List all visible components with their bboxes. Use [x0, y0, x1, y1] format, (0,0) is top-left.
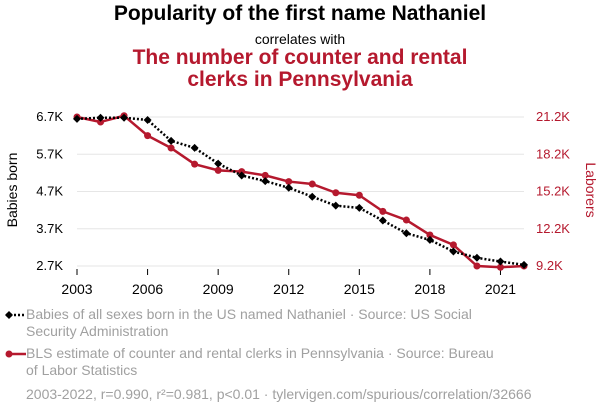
- footer-stats: 2003-2022, r=0.990, r²=0.981, p<0.01 · t…: [26, 386, 532, 402]
- grid-lines: [77, 116, 524, 267]
- series1-point: [143, 115, 152, 124]
- series1-point: [425, 235, 434, 244]
- right-axis-label: Laborers: [583, 162, 599, 217]
- series1-point: [73, 114, 81, 123]
- x-axis-tick-label: 2018: [414, 281, 445, 297]
- series2-point: [496, 263, 504, 271]
- series2-point: [355, 191, 363, 199]
- x-axis-tick-label: 2021: [485, 281, 516, 297]
- series2-point: [332, 189, 340, 197]
- series2-point: [167, 144, 175, 152]
- series2-point: [261, 171, 269, 179]
- chart-connector-text: correlates with: [254, 31, 346, 47]
- left-axis-label: Babies born: [4, 153, 20, 228]
- series1-point: [190, 143, 199, 152]
- series2-point: [285, 178, 293, 186]
- legend-marker-series2: [5, 350, 26, 358]
- series1-point: [472, 253, 481, 262]
- right-axis-tick-label: 18.2K: [536, 146, 570, 161]
- x-axis-tick-label: 2006: [132, 281, 163, 297]
- left-axis-ticks: 6.7K 5.7K 4.7K 3.7K 2.7K: [36, 109, 63, 273]
- series2-point: [379, 207, 387, 215]
- series2-point: [426, 231, 434, 239]
- series-lines: [73, 112, 528, 271]
- series1-point: [214, 159, 223, 168]
- series1-point: [167, 136, 176, 145]
- series2-point: [214, 166, 222, 174]
- legend-label-series1-line2: Security Administration: [26, 323, 169, 339]
- right-axis-tick-label: 15.2K: [536, 184, 570, 199]
- x-axis-tick-label: 2009: [203, 281, 234, 297]
- series1-point: [449, 247, 458, 256]
- right-axis-tick-label: 9.2K: [536, 258, 563, 273]
- legend-item-series2: BLS estimate of counter and rental clerk…: [5, 345, 516, 379]
- series1-point: [402, 229, 411, 238]
- x-axis-tick-label: 2015: [344, 281, 375, 297]
- left-axis-tick-label: 6.7K: [36, 109, 63, 124]
- left-axis-tick-label: 3.7K: [36, 221, 63, 236]
- chart-subtitle-line1: The number of counter and rental: [132, 46, 468, 69]
- right-axis-ticks: 21.2K 18.2K 15.2K 12.2K 9.2K: [536, 109, 570, 273]
- chart-subtitle: The number of counter and rental clerks …: [0, 47, 600, 91]
- series1-point: [96, 113, 105, 122]
- chart-title: Popularity of the first name Nathaniel: [113, 2, 487, 25]
- series1-point: [378, 216, 387, 225]
- left-axis-tick-label: 2.7K: [36, 258, 63, 273]
- series2-point: [402, 216, 410, 224]
- series2-point: [449, 241, 457, 249]
- legend-marker-series1: [5, 311, 26, 319]
- series1-point: [261, 177, 270, 186]
- series1-point: [120, 113, 129, 122]
- left-axis-tick-label: 5.7K: [36, 146, 63, 161]
- series2-point: [473, 262, 481, 270]
- series1-point: [284, 183, 293, 192]
- x-axis-tick-label: 2003: [61, 281, 92, 297]
- left-axis-tick-label: 4.7K: [36, 184, 63, 199]
- legend-label-series2-line1: BLS estimate of counter and rental clerk…: [26, 345, 494, 361]
- legend-label-series1-line1: Babies of all sexes born in the US named…: [26, 306, 472, 322]
- legend-item-series1: Babies of all sexes born in the US named…: [5, 306, 516, 340]
- chart-subtitle-line2: clerks in Pennsylvania: [187, 68, 413, 91]
- legend-label-series2-line2: of Labor Statistics: [26, 362, 138, 378]
- right-axis-tick-label: 12.2K: [536, 221, 570, 236]
- series2-point: [144, 132, 152, 140]
- series1-point: [496, 257, 505, 266]
- series2-point: [97, 118, 105, 126]
- series1-point: [237, 171, 246, 180]
- series2-point: [308, 180, 316, 188]
- right-axis-tick-label: 21.2K: [536, 109, 570, 124]
- series2-point: [191, 160, 199, 168]
- x-axis-ticks: 2003 2006 2009 2012 2015 2018 2021: [61, 269, 516, 297]
- series1-point: [331, 201, 340, 210]
- series2-line: [76, 114, 525, 269]
- x-axis-tick-label: 2012: [273, 281, 304, 297]
- series1-point: [520, 260, 528, 269]
- series1-point: [355, 203, 364, 212]
- series1-point: [308, 192, 317, 201]
